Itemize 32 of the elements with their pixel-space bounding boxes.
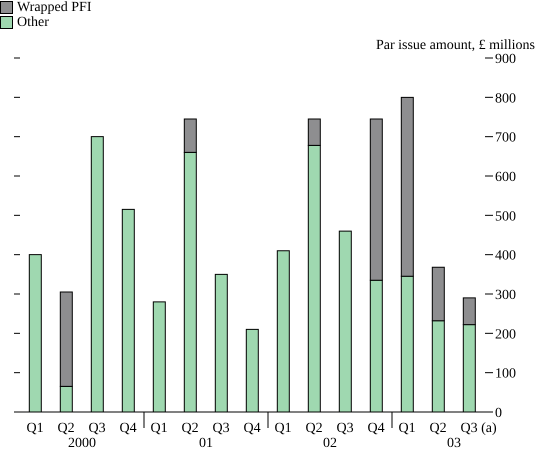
x-tick-label: Q3 <box>212 421 230 436</box>
text: 01 <box>199 436 213 451</box>
y-tick-label: 100 <box>495 366 516 382</box>
x-tick-label: Q3 <box>336 421 354 436</box>
y-tick-label: 300 <box>495 288 516 303</box>
x-tick-label: Q4 <box>244 421 261 436</box>
y-tick-label: 900 <box>495 52 516 67</box>
y-tick-label: 500 <box>495 209 516 224</box>
x-tick-label: Q4 <box>368 421 385 436</box>
x-tick-label: Q1 <box>26 421 44 436</box>
y-tick-label: 800 <box>495 91 516 106</box>
x-tick-label: Q2 <box>58 421 75 436</box>
x-tick-label: Q3 (a) <box>460 421 497 436</box>
text: 2000 <box>68 436 96 451</box>
x-tick-label: Q1 <box>398 421 416 436</box>
x-tick-label: Q3 <box>88 421 106 436</box>
y-tick-label: 600 <box>495 170 516 185</box>
x-tick-label: Q2 <box>430 421 447 436</box>
y-tick-label: 700 <box>495 130 516 146</box>
x-tick-label: Q2 <box>306 421 323 436</box>
legend-label: Other <box>17 15 49 30</box>
text: 02 <box>323 436 337 451</box>
y-tick-label: 200 <box>495 327 516 342</box>
legend-label: Wrapped PFI <box>17 0 92 15</box>
x-tick-label: Q2 <box>182 421 199 436</box>
y-tick-label: 0 <box>495 406 502 421</box>
x-tick-label: Q1 <box>274 421 292 436</box>
y-tick-label: 400 <box>495 248 516 264</box>
x-tick-label: Q4 <box>120 421 137 436</box>
y-axis-title: Par issue amount, £ millions <box>374 38 536 54</box>
x-tick-label: Q1 <box>150 421 168 436</box>
text: 03 <box>447 436 461 451</box>
